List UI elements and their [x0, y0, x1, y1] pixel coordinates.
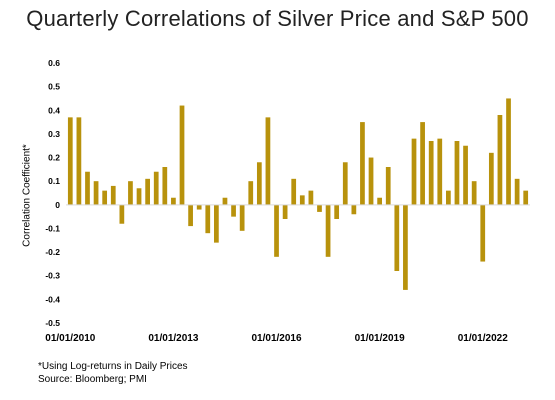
x-axis-tick-labels: 01/01/2010 01/01/2013 01/01/2016 01/01/2019…	[45, 333, 508, 344]
footnote: *Using Log-returns in Daily Prices Sourc…	[38, 360, 188, 386]
y-tick-label: 0.2	[48, 153, 60, 163]
bar	[514, 178, 520, 205]
bar	[308, 190, 314, 205]
bar	[119, 204, 125, 224]
bar	[342, 162, 348, 205]
bar	[317, 204, 322, 212]
chart-title: Quarterly Correlations of Silver Price a…	[26, 6, 529, 31]
bar	[351, 204, 357, 215]
bar	[463, 145, 468, 205]
bar	[256, 162, 262, 205]
bar	[128, 181, 133, 205]
bar	[377, 197, 382, 205]
bar	[471, 181, 477, 205]
bar	[368, 157, 374, 205]
y-tick-label: -0.4	[45, 294, 60, 304]
bar	[102, 190, 108, 205]
bar	[179, 105, 185, 205]
y-tick-label: 0.5	[48, 82, 60, 92]
bars-group	[67, 98, 529, 290]
bar	[428, 141, 434, 205]
bar	[480, 204, 486, 262]
bar	[325, 204, 331, 257]
bar	[162, 167, 168, 205]
bar	[497, 115, 503, 205]
bar	[403, 204, 408, 290]
bar	[282, 204, 288, 219]
bar	[394, 204, 400, 271]
bar	[454, 141, 460, 205]
bar	[506, 98, 511, 205]
y-tick-label: 0.1	[48, 176, 60, 186]
bar	[437, 138, 443, 205]
bar	[76, 117, 82, 205]
bar	[239, 204, 245, 231]
bar	[385, 167, 391, 205]
bar	[488, 152, 494, 205]
bar	[153, 171, 159, 205]
y-tick-label: -0.5	[45, 318, 60, 328]
x-tick-label: 01/01/2022	[458, 333, 508, 344]
y-axis-tick-labels: 0.6 0.5 0.4 0.3 0.2 0.1 0 -0.1 -0.2 -0.3 -0.4 -0.5	[45, 58, 60, 328]
bar	[188, 204, 193, 227]
bar	[205, 204, 211, 234]
y-axis-label: Correlation Coefficient*	[21, 144, 33, 247]
y-tick-label: -0.1	[45, 223, 60, 233]
x-tick-label: 01/01/2019	[355, 333, 405, 344]
bar	[196, 204, 202, 210]
bar	[265, 117, 271, 205]
bar	[214, 204, 219, 243]
bar	[420, 122, 425, 205]
footnote-method: *Using Log-returns in Daily Prices	[38, 361, 188, 372]
bar	[360, 122, 365, 205]
bar	[299, 195, 305, 205]
y-tick-label: -0.3	[45, 271, 60, 281]
bar	[291, 178, 297, 205]
y-tick-label: 0.4	[48, 105, 60, 115]
footnote-source: Source: Bloomberg; PMI	[38, 374, 147, 385]
bar	[145, 178, 150, 205]
bar	[110, 185, 116, 205]
bar	[85, 171, 90, 205]
y-tick-label: 0.6	[48, 58, 60, 68]
bar	[523, 190, 529, 205]
x-tick-label: 01/01/2010	[45, 333, 95, 344]
bar	[222, 197, 228, 205]
bar	[334, 204, 340, 219]
bar	[231, 204, 236, 217]
bar	[248, 181, 254, 205]
bar	[136, 188, 142, 205]
x-tick-label: 01/01/2016	[251, 333, 301, 344]
y-tick-label: 0.3	[48, 129, 60, 139]
bar	[274, 204, 279, 257]
bar	[446, 190, 451, 205]
x-tick-label: 01/01/2013	[148, 333, 198, 344]
bar	[93, 181, 99, 205]
bar	[67, 117, 73, 205]
bar	[171, 197, 176, 205]
y-tick-label: -0.2	[45, 247, 60, 257]
y-tick-label: 0	[55, 200, 60, 210]
bar	[411, 138, 417, 205]
